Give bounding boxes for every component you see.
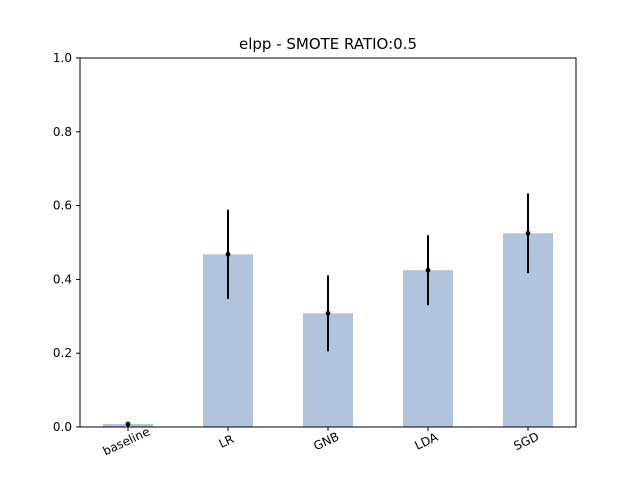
x-tick-label-gnb: GNB bbox=[311, 429, 341, 453]
mean-point-gnb bbox=[325, 310, 331, 316]
x-axis: baseline LR GNB LDA SGD bbox=[101, 424, 542, 458]
mean-point-baseline bbox=[125, 421, 131, 427]
x-tick-label-sgd: SGD bbox=[511, 430, 541, 454]
mean-point-lr bbox=[225, 251, 231, 257]
error-bars-layer bbox=[125, 193, 531, 427]
chart-title: elpp - SMOTE RATIO:0.5 bbox=[239, 35, 417, 53]
y-tick-label: 0.4 bbox=[53, 272, 72, 286]
y-tick-label: 0.2 bbox=[53, 346, 72, 360]
x-tick-label-lda: LDA bbox=[413, 430, 441, 453]
y-axis: 0.0 0.2 0.4 0.6 0.8 1.0 bbox=[53, 51, 80, 434]
y-tick-label: 0.6 bbox=[53, 199, 72, 213]
x-tick-label-lr: LR bbox=[217, 432, 237, 451]
mean-point-sgd bbox=[525, 230, 531, 236]
y-tick-label: 1.0 bbox=[53, 51, 72, 65]
mean-point-lda bbox=[425, 267, 431, 273]
y-tick-label: 0.8 bbox=[53, 125, 72, 139]
x-tick-label-baseline: baseline bbox=[101, 424, 152, 458]
y-tick-label: 0.0 bbox=[53, 420, 72, 434]
